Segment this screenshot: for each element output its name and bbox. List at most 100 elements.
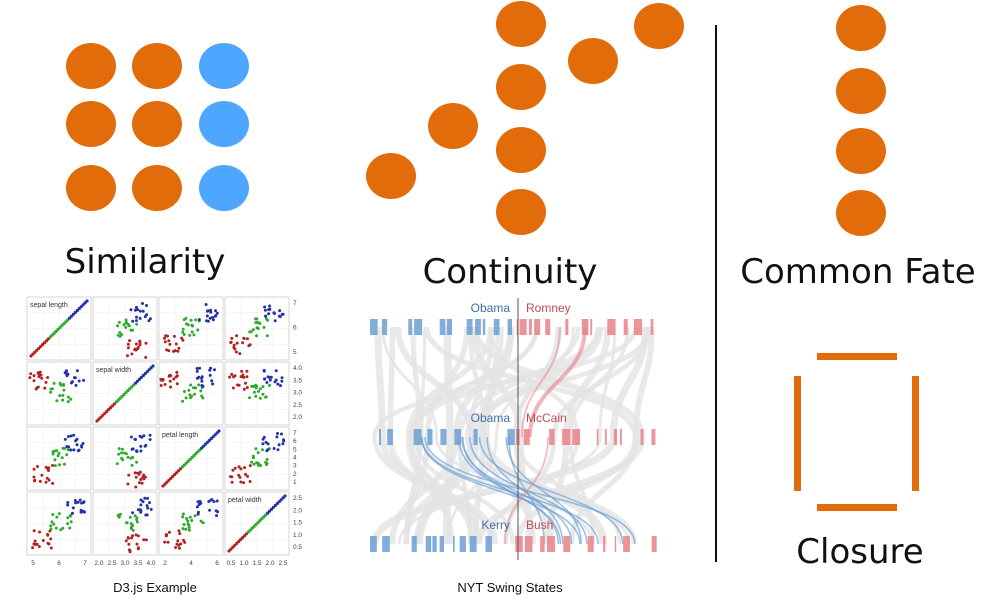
nyt-state-tick <box>382 536 390 552</box>
splom-point <box>247 344 251 348</box>
splom-point <box>201 384 205 388</box>
nyt-dem-label: Obama <box>471 301 511 315</box>
splom-point <box>82 378 86 382</box>
nyt-state-tick <box>565 319 569 335</box>
splom-x-tick: 2.0 <box>94 560 103 567</box>
splom-point <box>148 501 151 505</box>
splom-point <box>135 520 139 524</box>
splom-point <box>185 517 189 520</box>
splom-point <box>192 386 195 390</box>
splom-point <box>265 334 269 338</box>
splom-point <box>199 389 203 393</box>
splom-point <box>263 305 267 309</box>
splom-point <box>146 496 149 500</box>
splom-point <box>176 539 180 543</box>
splom-point <box>117 515 121 519</box>
splom-point <box>255 334 259 338</box>
splom-point <box>175 370 179 374</box>
splom-point <box>130 463 134 467</box>
splom-point <box>180 336 184 340</box>
splom-point <box>66 400 70 404</box>
splom-point <box>66 395 70 399</box>
nyt-state-tick <box>633 319 643 335</box>
splom-point <box>140 435 144 439</box>
continuity-dot <box>496 1 546 47</box>
d3-example-caption: D3.js Example <box>113 580 197 595</box>
splom-point <box>183 390 186 393</box>
splom-point <box>32 379 36 383</box>
splom-point <box>234 350 238 354</box>
splom-point <box>195 505 199 509</box>
nyt-state-tick <box>379 429 381 445</box>
splom-x-tick: 3.0 <box>120 560 129 567</box>
splom-point <box>129 308 133 312</box>
splom-point <box>131 528 135 532</box>
splom-point <box>245 375 249 379</box>
similarity-dot <box>132 43 182 89</box>
nyt-state-tick <box>507 429 515 445</box>
splom-point <box>174 342 178 346</box>
splom-point <box>75 437 79 441</box>
splom-point <box>71 511 74 515</box>
splom-point <box>264 460 268 464</box>
splom-point <box>205 314 209 318</box>
splom-point <box>181 399 185 403</box>
splom-y-tick: 2.0 <box>293 507 302 514</box>
splom-y-tick: 7 <box>293 430 297 437</box>
splom-point <box>29 372 33 376</box>
splom-point <box>198 366 202 370</box>
splom-point <box>209 308 213 312</box>
splom-y-tick: 2.5 <box>293 402 302 409</box>
continuity-title: Continuity <box>422 252 598 292</box>
splom-point <box>181 338 185 342</box>
splom-point <box>142 473 146 477</box>
splom-point <box>58 394 62 398</box>
nyt-state-tick <box>590 319 593 335</box>
splom-point <box>167 349 171 353</box>
splom-point <box>62 383 65 386</box>
splom-point <box>248 396 251 400</box>
nyt-state-tick <box>370 319 378 335</box>
splom-point <box>127 542 131 546</box>
splom-point <box>258 322 262 325</box>
nyt-state-tick <box>623 319 628 335</box>
splom-point <box>63 437 67 441</box>
splom-point <box>251 328 255 332</box>
splom-point <box>122 451 126 455</box>
splom-point <box>167 339 171 343</box>
splom-point <box>53 464 57 468</box>
splom-point <box>79 508 83 512</box>
splom-point <box>49 546 53 550</box>
splom-point <box>194 386 198 390</box>
splom-point <box>59 528 63 532</box>
splom-x-tick: 2.5 <box>278 560 287 567</box>
splom-y-tick: 2 <box>293 471 297 478</box>
splom-point <box>266 448 270 452</box>
splom-point <box>121 447 124 451</box>
splom-point <box>172 377 176 381</box>
splom-point <box>190 323 194 327</box>
splom-point <box>173 349 177 353</box>
splom-point <box>254 394 258 398</box>
similarity-dot <box>132 165 182 211</box>
splom-point <box>248 480 252 483</box>
nyt-state-tick <box>614 536 617 552</box>
splom-diagonal-label: petal width <box>228 497 262 504</box>
closure-bottom-edge <box>817 504 897 511</box>
splom-point <box>281 442 285 446</box>
nyt-gray-flow <box>442 326 454 545</box>
splom-point <box>50 520 54 524</box>
splom-point <box>143 496 147 500</box>
splom-point <box>134 533 138 537</box>
splom-point <box>167 374 171 378</box>
splom-point <box>273 319 277 323</box>
splom-point <box>280 432 283 436</box>
splom-point <box>258 387 262 391</box>
closure-rectangle-fragments <box>794 353 919 511</box>
splom-point <box>144 538 148 542</box>
splom-point <box>214 509 218 513</box>
splom-point <box>215 311 219 315</box>
splom-point <box>77 448 81 452</box>
splom-point <box>137 472 141 476</box>
splom-point <box>77 379 81 383</box>
